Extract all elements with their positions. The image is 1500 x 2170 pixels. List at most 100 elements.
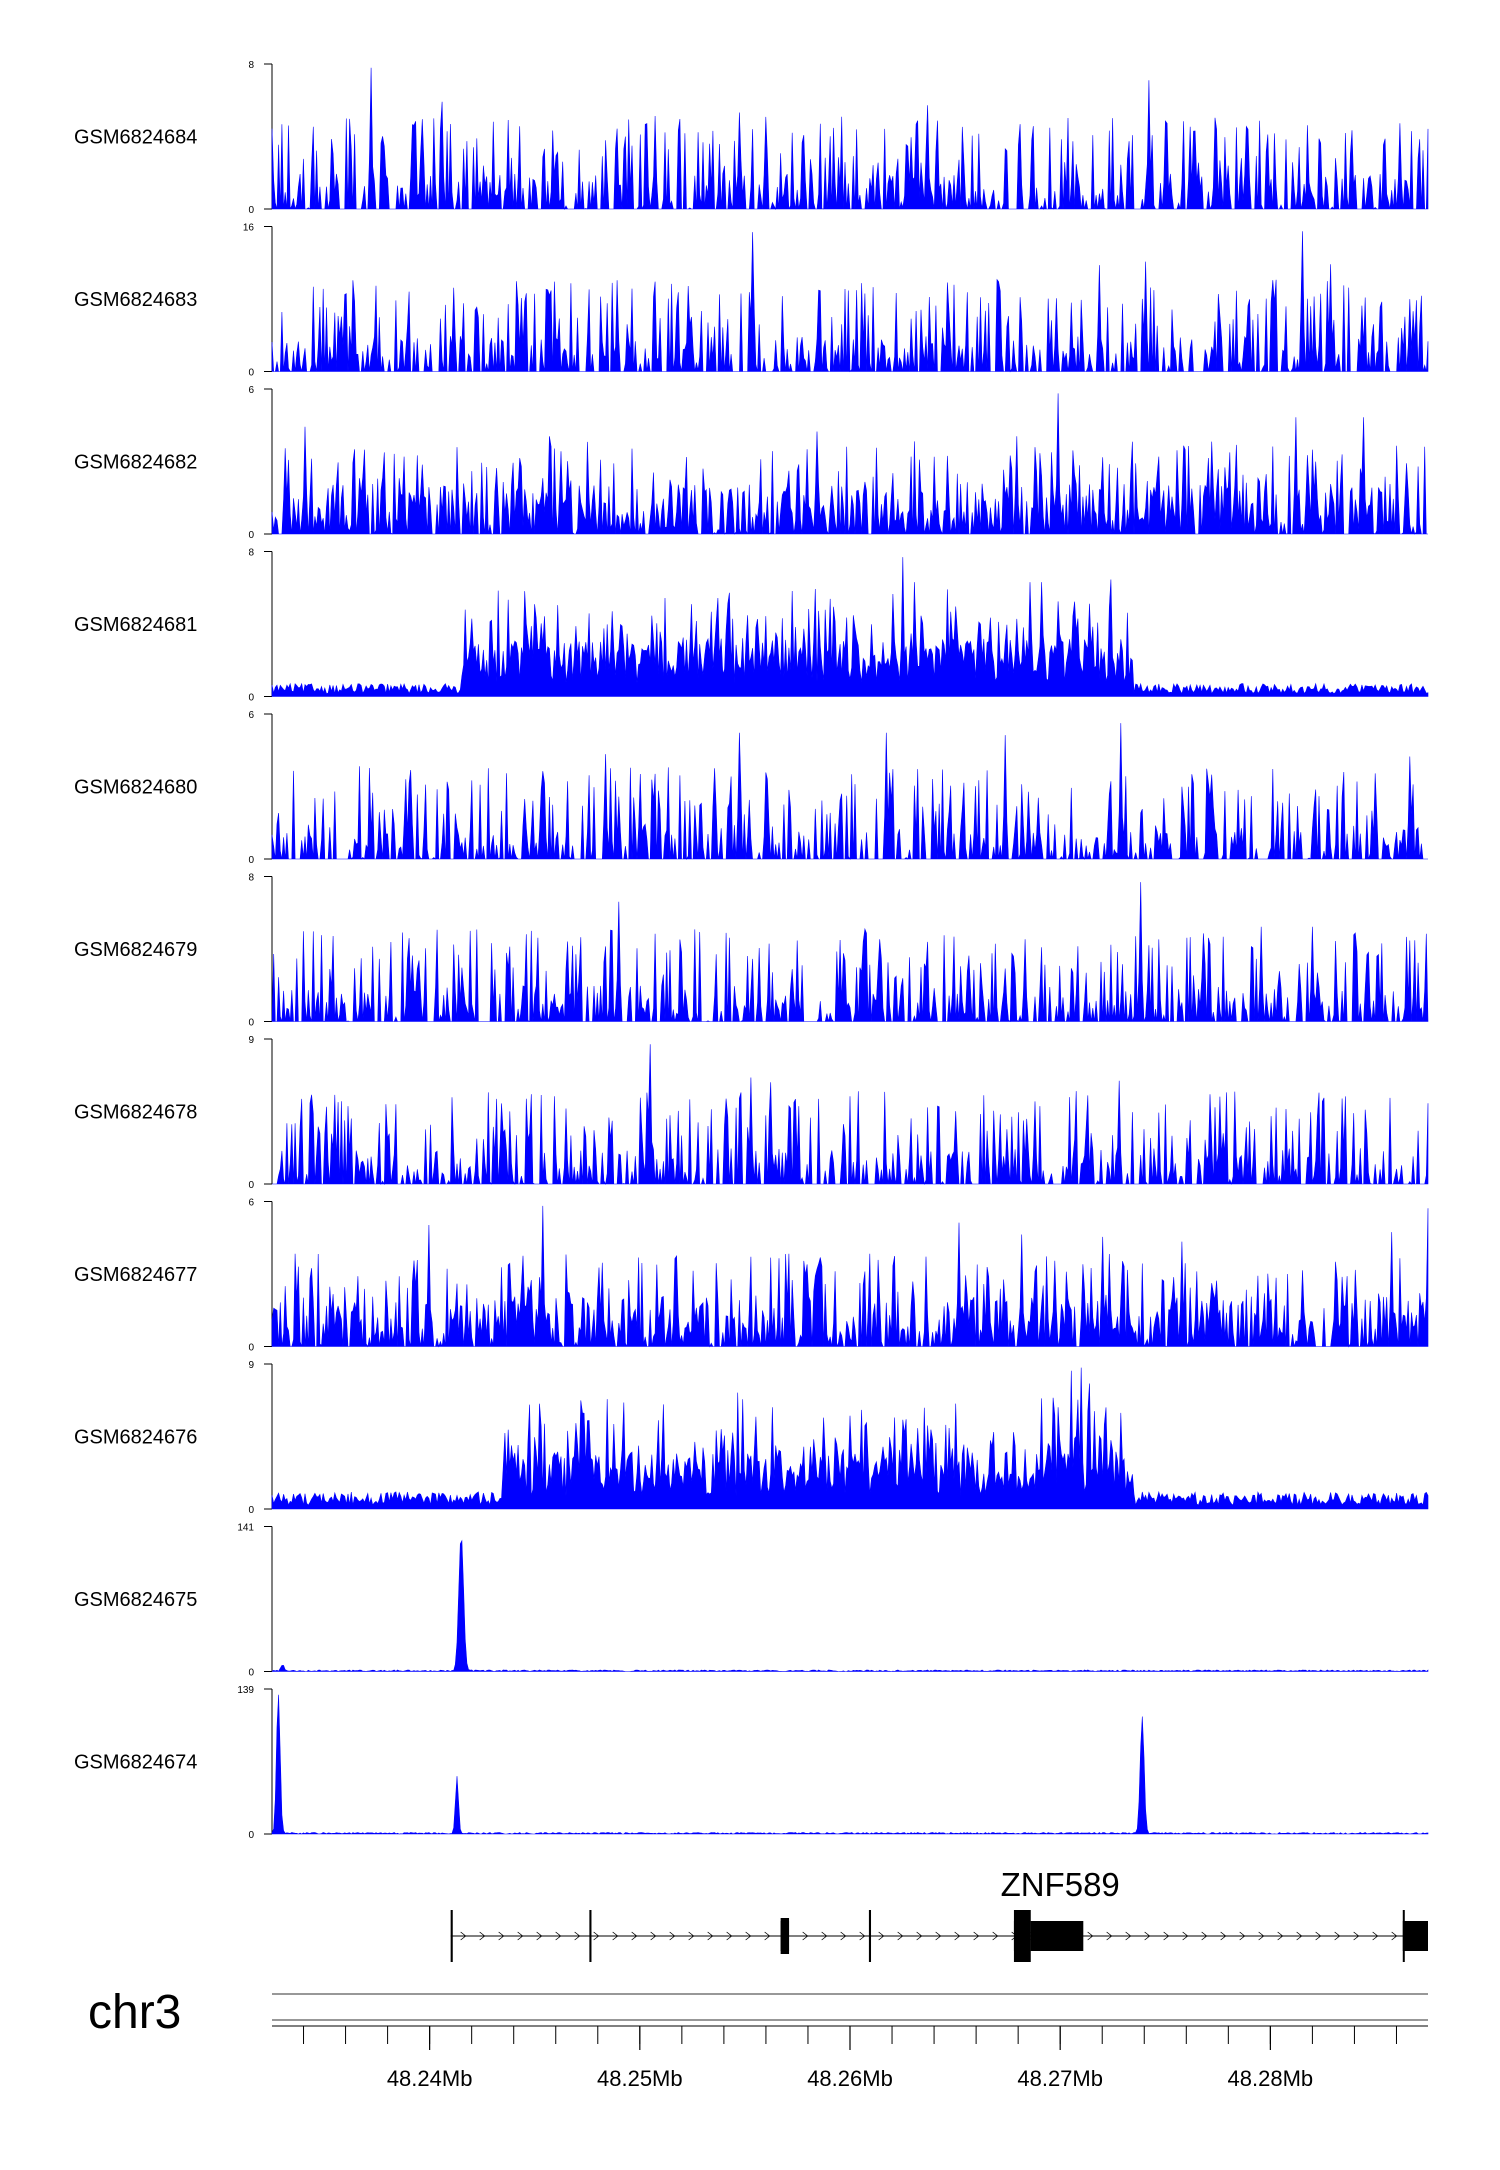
x-tick-label: 48.28Mb [1228, 2066, 1314, 2091]
strand-arrow [536, 1931, 543, 1941]
y-min-label: 0 [248, 693, 254, 704]
track-gsm6824676: GSM6824676 9 0 [74, 1360, 1429, 1516]
strand-arrow [1106, 1931, 1113, 1941]
strand-arrow [612, 1931, 619, 1941]
y-max-label: 8 [248, 60, 254, 71]
track-label: GSM6824674 [74, 1752, 197, 1774]
gene-exon [589, 1910, 592, 1962]
strand-arrow [1315, 1931, 1322, 1941]
gene-name-label: ZNF589 [1001, 1866, 1120, 1903]
strand-arrow [1372, 1931, 1379, 1941]
coverage-area [271, 67, 1429, 211]
y-min-label: 0 [248, 368, 254, 379]
chromosome-label: chr3 [88, 1986, 181, 2039]
strand-arrow [745, 1931, 752, 1941]
track-gsm6824681: GSM6824681 8 0 [74, 548, 1429, 704]
track-label: GSM6824684 [74, 127, 197, 149]
strand-arrow [669, 1931, 676, 1941]
strand-arrow [1201, 1931, 1208, 1941]
track-label: GSM6824675 [74, 1589, 197, 1611]
strand-arrow [498, 1931, 505, 1941]
strand-arrow [764, 1931, 771, 1941]
track-label: GSM6824677 [74, 1264, 197, 1286]
strand-arrow [1163, 1931, 1170, 1941]
y-max-label: 16 [243, 223, 255, 234]
strand-arrow [631, 1931, 638, 1941]
track-gsm6824683: GSM6824683 16 0 [74, 223, 1429, 379]
strand-arrow [1144, 1931, 1151, 1941]
y-max-label: 8 [248, 873, 254, 884]
gene-exon-boundary [1402, 1910, 1405, 1962]
track-gsm6824675: GSM6824675 141 0 [74, 1523, 1429, 1679]
x-tick-label: 48.26Mb [807, 2066, 893, 2091]
coverage-area [271, 723, 1428, 861]
y-min-label: 0 [248, 855, 254, 866]
track-label: GSM6824683 [74, 289, 197, 311]
gene-exon-coding [1013, 1910, 1031, 1962]
coverage-area [271, 1367, 1429, 1510]
track-label: GSM6824682 [74, 452, 197, 474]
strand-arrow [973, 1931, 980, 1941]
y-max-label: 6 [248, 1198, 254, 1209]
strand-arrow [1296, 1931, 1303, 1941]
coverage-area [271, 1694, 1429, 1835]
strand-arrow [1220, 1931, 1227, 1941]
track-gsm6824682: GSM6824682 6 0 [74, 385, 1428, 541]
strand-arrow [479, 1931, 486, 1941]
track-gsm6824679: GSM6824679 8 0 [74, 873, 1429, 1029]
gene-exon-coding [780, 1918, 790, 1954]
strand-arrow [460, 1931, 467, 1941]
gene-exon [868, 1910, 872, 1962]
track-label: GSM6824679 [74, 939, 197, 961]
strand-arrow [650, 1931, 657, 1941]
coverage-area [271, 1205, 1429, 1348]
y-max-label: 141 [237, 1523, 254, 1534]
strand-arrow [1277, 1931, 1284, 1941]
strand-arrow [1087, 1931, 1094, 1941]
x-tick-label: 48.25Mb [597, 2066, 683, 2091]
strand-arrow [897, 1931, 904, 1941]
track-gsm6824678: GSM6824678 9 0 [74, 1035, 1429, 1191]
strand-arrow [1391, 1931, 1398, 1941]
y-min-label: 0 [248, 1505, 254, 1516]
y-min-label: 0 [248, 1018, 254, 1029]
gene-exon [1030, 1921, 1084, 1951]
coverage-area [271, 1539, 1429, 1672]
coverage-tracks: GSM682468480GSM6824683160GSM682468260GSM… [74, 60, 1429, 1841]
strand-arrow [1334, 1931, 1341, 1941]
y-min-label: 0 [248, 1668, 254, 1679]
strand-arrow [517, 1931, 524, 1941]
strand-arrow [992, 1931, 999, 1941]
gene-exon [1402, 1921, 1428, 1951]
x-tick-label: 48.24Mb [387, 2066, 473, 2091]
track-label: GSM6824680 [74, 777, 197, 799]
strand-arrow [555, 1931, 562, 1941]
strand-arrow [688, 1931, 695, 1941]
y-min-label: 0 [248, 1180, 254, 1191]
track-gsm6824677: GSM6824677 6 0 [74, 1198, 1429, 1354]
gene-exon [450, 1910, 453, 1962]
y-max-label: 9 [248, 1035, 254, 1046]
coverage-area [271, 557, 1429, 697]
strand-arrow [1239, 1931, 1246, 1941]
y-max-label: 9 [248, 1360, 254, 1371]
strand-arrow [935, 1931, 942, 1941]
strand-arrow [1125, 1931, 1132, 1941]
y-max-label: 6 [248, 385, 254, 396]
strand-arrow [859, 1931, 866, 1941]
strand-arrow [707, 1931, 714, 1941]
y-min-label: 0 [248, 1830, 254, 1841]
y-max-label: 6 [248, 710, 254, 721]
strand-arrow [1182, 1931, 1189, 1941]
strand-arrow [878, 1931, 885, 1941]
y-min-label: 0 [248, 1343, 254, 1354]
coverage-area [271, 393, 1428, 535]
y-max-label: 139 [237, 1685, 254, 1696]
coverage-area [271, 231, 1429, 373]
strand-arrow [821, 1931, 828, 1941]
strand-arrow [726, 1931, 733, 1941]
genome-axis: chr3 48.24Mb 48.25Mb 48.26Mb 48.27Mb 48.28Mb [88, 1986, 1428, 2091]
strand-arrow [574, 1931, 581, 1941]
track-gsm6824684: GSM6824684 8 0 [74, 60, 1429, 216]
